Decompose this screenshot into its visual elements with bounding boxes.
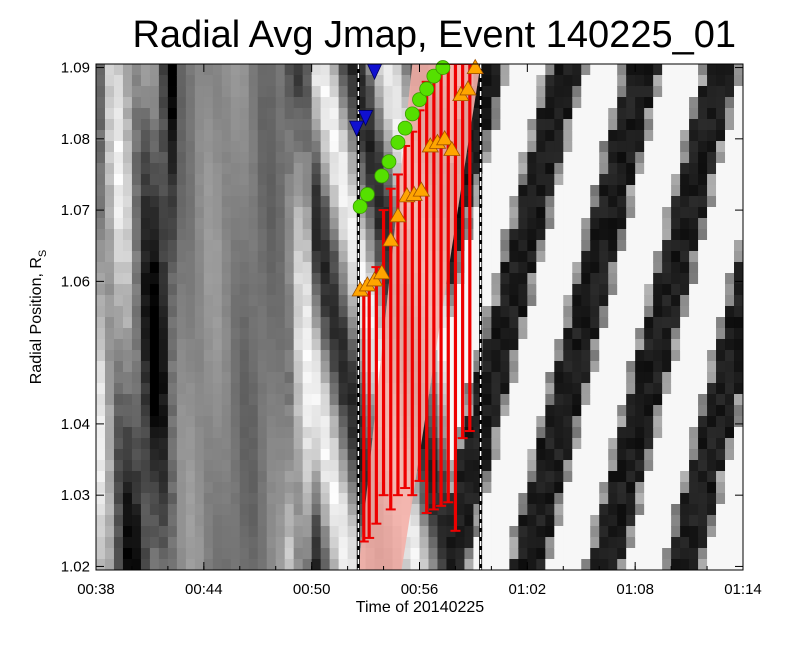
green-circle-point [381, 154, 397, 170]
green-circle-point [397, 120, 413, 136]
orange-triangle-point [459, 80, 477, 96]
x-tick-label: 01:14 [724, 581, 762, 598]
green-circle-point [412, 92, 427, 108]
y-tick-label: 1.09 [61, 60, 90, 77]
blue-triangle-point [348, 120, 365, 138]
orange-triangle-point [466, 58, 484, 74]
y-axis-label-main: Radial Position, R [28, 257, 45, 384]
x-tick-label: 01:08 [616, 581, 654, 598]
x-axis-label: Time of 20140225 [356, 599, 484, 616]
x-tick-label: 00:44 [185, 581, 223, 598]
y-axis-label: Radial Position, RS [28, 250, 49, 385]
blue-triangle-point [357, 110, 374, 127]
jmap-heatmap [96, 64, 743, 570]
chart-title: Radial Avg Jmap, Event 140225_01 [132, 14, 736, 56]
green-circle-point [426, 68, 442, 84]
orange-triangle-point [389, 206, 407, 223]
y-tick-label: 1.07 [61, 202, 90, 219]
y-tick-label: 1.08 [61, 131, 90, 148]
x-tick-label: 01:02 [509, 581, 547, 598]
green-circle-point [352, 199, 368, 214]
green-circle-point [390, 134, 406, 150]
green-circle-point [404, 106, 420, 122]
y-tick-label: 1.03 [61, 487, 90, 504]
y-tick-label: 1.02 [61, 558, 90, 575]
svg-text:Radial Position, RS: Radial Position, RS [28, 250, 49, 385]
y-tick-label: 1.04 [61, 416, 90, 433]
x-tick-label: 00:50 [293, 581, 331, 598]
orange-triangle-point [443, 140, 461, 156]
orange-triangle-point [435, 130, 454, 146]
green-circle-point [419, 81, 435, 97]
orange-triangle-point [412, 181, 430, 197]
x-tick-label: 00:38 [77, 581, 115, 598]
y-axis-label-sub: S [37, 250, 49, 257]
green-circle-point [435, 60, 451, 75]
green-circle-point [359, 187, 375, 202]
orange-triangle-point [373, 264, 391, 280]
orange-triangle-point [382, 231, 400, 247]
green-circle-point [374, 168, 390, 184]
x-tick-label: 00:56 [401, 581, 439, 598]
y-tick-label: 1.06 [61, 273, 90, 290]
